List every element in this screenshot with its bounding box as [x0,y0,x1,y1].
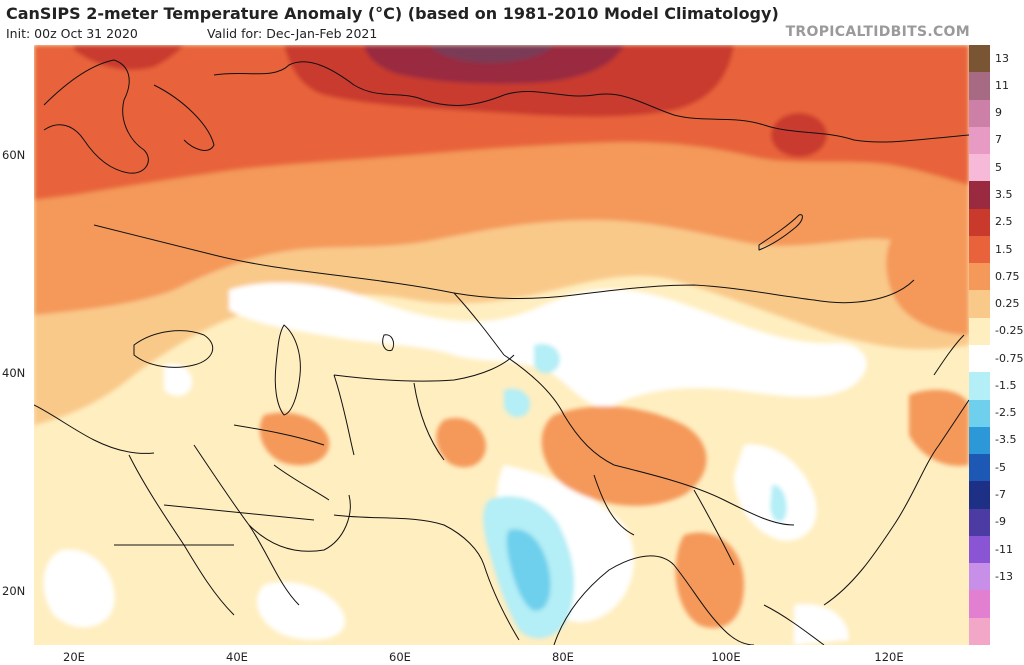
legend-label: 5 [995,160,1002,174]
lon-label-100e: 100E [711,650,741,664]
lat-label-40n: 40N [2,366,26,380]
legend-label: 1.5 [995,242,1013,256]
lon-label-20e: 20E [63,650,85,664]
legend-label: 13 [995,51,1009,65]
legend-swatch [969,508,990,537]
legend-swatch [969,181,990,210]
legend-label: -5 [995,460,1006,474]
legend-swatch [969,235,990,264]
legend-swatch [969,290,990,319]
site-brand[interactable]: TROPICALTIDBITS.COM [785,24,970,40]
legend-label: -0.25 [995,324,1024,338]
legend-swatch [969,535,990,564]
anomaly-shading [34,45,969,645]
legend-swatch [969,481,990,510]
lat-label-20n: 20N [2,584,26,598]
legend-swatch [969,317,990,346]
init-time-label: Init: 00z Oct 31 2020 [6,26,138,41]
legend-label: -11 [995,542,1013,556]
legend-label: -7 [995,488,1006,501]
legend-swatch [969,372,990,401]
legend-label: -3.5 [995,433,1017,447]
legend-swatch [969,399,990,428]
lon-label-60e: 60E [389,650,411,664]
legend-label: 7 [995,133,1002,147]
legend-swatch [969,99,990,128]
anomaly-map [34,45,969,645]
legend-label: 0.75 [995,269,1020,283]
legend-swatch [969,590,990,619]
legend-label: -0.75 [995,351,1024,365]
legend-swatch [969,263,990,291]
legend-label: 9 [995,106,1002,120]
lat-label-60n: 60N [2,148,26,162]
legend-label: -13 [995,569,1013,583]
legend-swatch [969,426,990,455]
map-canvas [34,45,969,645]
coastlines [34,59,969,645]
legend-swatch [969,72,990,101]
lon-label-80e: 80E [552,650,574,664]
legend-swatch [969,45,990,73]
valid-period-label: Valid for: Dec-Jan-Feb 2021 [207,26,378,41]
legend-label: -9 [995,515,1006,529]
chart-title: CanSIPS 2-meter Temperature Anomaly (°C)… [6,4,779,23]
lon-label-120e: 120E [874,650,904,664]
legend-label: 11 [995,78,1009,92]
lon-label-40e: 40E [226,650,248,664]
legend-swatch [969,154,990,182]
legend-label: 2.5 [995,215,1013,229]
legend-label: 3.5 [995,188,1013,201]
legend-label: -2.5 [995,406,1017,420]
legend-swatch [969,208,990,237]
legend-label: -1.5 [995,378,1017,392]
legend-swatch [969,126,990,155]
legend-swatch [969,454,990,482]
legend-swatch [969,345,990,373]
color-legend: 13 11 9 7 5 3.5 2.5 1.5 0.75 0.25 -0.25 -0.75 -1.5 -2… [969,45,1024,646]
legend-swatch [969,563,990,591]
legend-swatch [969,617,990,646]
legend-label: 0.25 [995,297,1020,311]
